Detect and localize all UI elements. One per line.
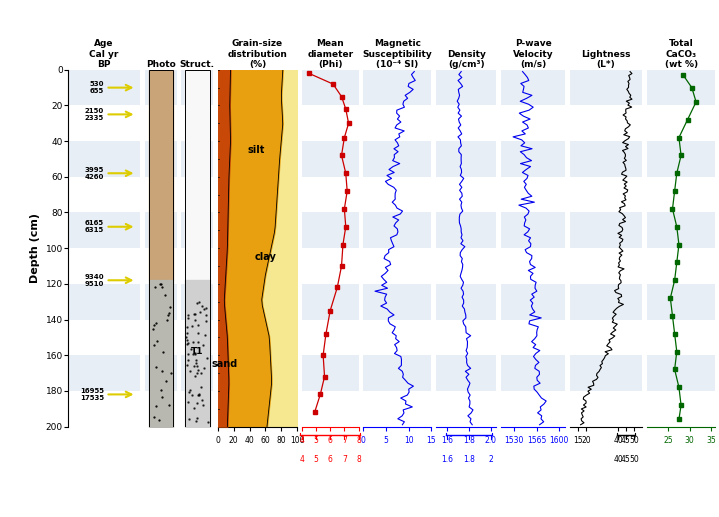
Bar [647,212,715,248]
Bar [363,355,431,391]
Bar [145,141,176,177]
Title: Struct.: Struct. [180,60,215,69]
Bar [218,141,297,177]
Bar [145,70,176,105]
Bar [181,355,213,391]
Text: 6165
6315: 6165 6315 [85,220,104,233]
Bar [68,70,140,105]
Text: sand: sand [211,359,237,369]
Bar [363,212,431,248]
Bar [149,70,173,427]
Text: 45: 45 [621,455,631,464]
Bar [145,355,176,391]
Bar [68,141,140,177]
Title: Age
Cal yr
BP: Age Cal yr BP [89,39,119,69]
Bar [181,284,213,320]
Bar [181,141,213,177]
Title: Mean
diameter
(Phi): Mean diameter (Phi) [307,39,353,69]
Bar [145,284,176,320]
Title: Density
(g/cm³): Density (g/cm³) [446,50,486,69]
Bar [181,212,213,248]
Text: 7: 7 [342,455,347,464]
Bar [68,70,140,105]
Text: 1.8: 1.8 [463,455,475,464]
Bar [145,212,176,248]
Bar [181,70,213,105]
Bar [145,284,176,320]
Bar [570,355,642,391]
Text: 3995
4260: 3995 4260 [85,167,104,180]
Bar [363,284,431,320]
Bar [185,70,210,427]
Bar [145,355,176,391]
Bar [436,212,496,248]
Text: 40: 40 [613,455,623,464]
Text: 6: 6 [328,455,333,464]
Bar [68,212,140,248]
Title: Photo: Photo [146,60,175,69]
Bar [363,70,431,105]
Text: 2150
2335: 2150 2335 [85,108,104,121]
Bar [436,355,496,391]
Bar [68,355,140,391]
Bar [363,141,431,177]
Bar [145,212,176,248]
Bar [570,212,642,248]
Bar [570,141,642,177]
Bar [436,141,496,177]
Bar [302,284,359,320]
Bar [302,141,359,177]
Text: 9340
9510: 9340 9510 [85,274,104,287]
Text: 5: 5 [313,455,319,464]
Bar [68,284,140,320]
Bar [181,141,213,177]
Text: 4: 4 [300,455,304,464]
Bar [218,212,297,248]
Bar [436,284,496,320]
Bar [218,70,297,105]
Y-axis label: Depth (cm): Depth (cm) [30,213,40,283]
Text: T1: T1 [191,347,203,356]
Bar [570,70,642,105]
Bar [501,284,565,320]
Text: silt: silt [247,145,265,155]
Bar [218,284,297,320]
Bar [218,355,297,391]
Bar [501,70,565,105]
Text: 1.6: 1.6 [441,455,453,464]
Title: Grain-size
distribution
(%): Grain-size distribution (%) [227,39,288,69]
Bar [647,284,715,320]
Bar [647,355,715,391]
Bar [501,141,565,177]
Text: 8: 8 [356,455,361,464]
Bar [302,212,359,248]
Bar [501,355,565,391]
Bar [570,284,642,320]
Bar [302,355,359,391]
Title: Lightness
(L*): Lightness (L*) [582,50,631,69]
Title: Total
CaCO₃
(wt %): Total CaCO₃ (wt %) [664,39,697,69]
Bar [181,284,213,320]
Text: clay: clay [255,252,276,262]
Text: 16955
17535: 16955 17535 [80,388,104,401]
Bar [68,212,140,248]
Bar [302,70,359,105]
Title: Magnetic
Susceptibility
(10⁻⁴ SI): Magnetic Susceptibility (10⁻⁴ SI) [362,39,432,69]
Bar [145,70,176,105]
Bar [647,141,715,177]
Text: 2: 2 [489,455,493,464]
Bar [181,355,213,391]
Bar [501,212,565,248]
Bar [181,212,213,248]
Title: P-wave
Velocity
(m/s): P-wave Velocity (m/s) [513,39,554,69]
Bar [436,70,496,105]
Bar [145,141,176,177]
Bar [68,284,140,320]
Bar [647,70,715,105]
Text: 50: 50 [629,455,638,464]
Bar [68,141,140,177]
Bar [68,355,140,391]
Bar [181,70,213,105]
Text: 530
655: 530 655 [90,81,104,94]
